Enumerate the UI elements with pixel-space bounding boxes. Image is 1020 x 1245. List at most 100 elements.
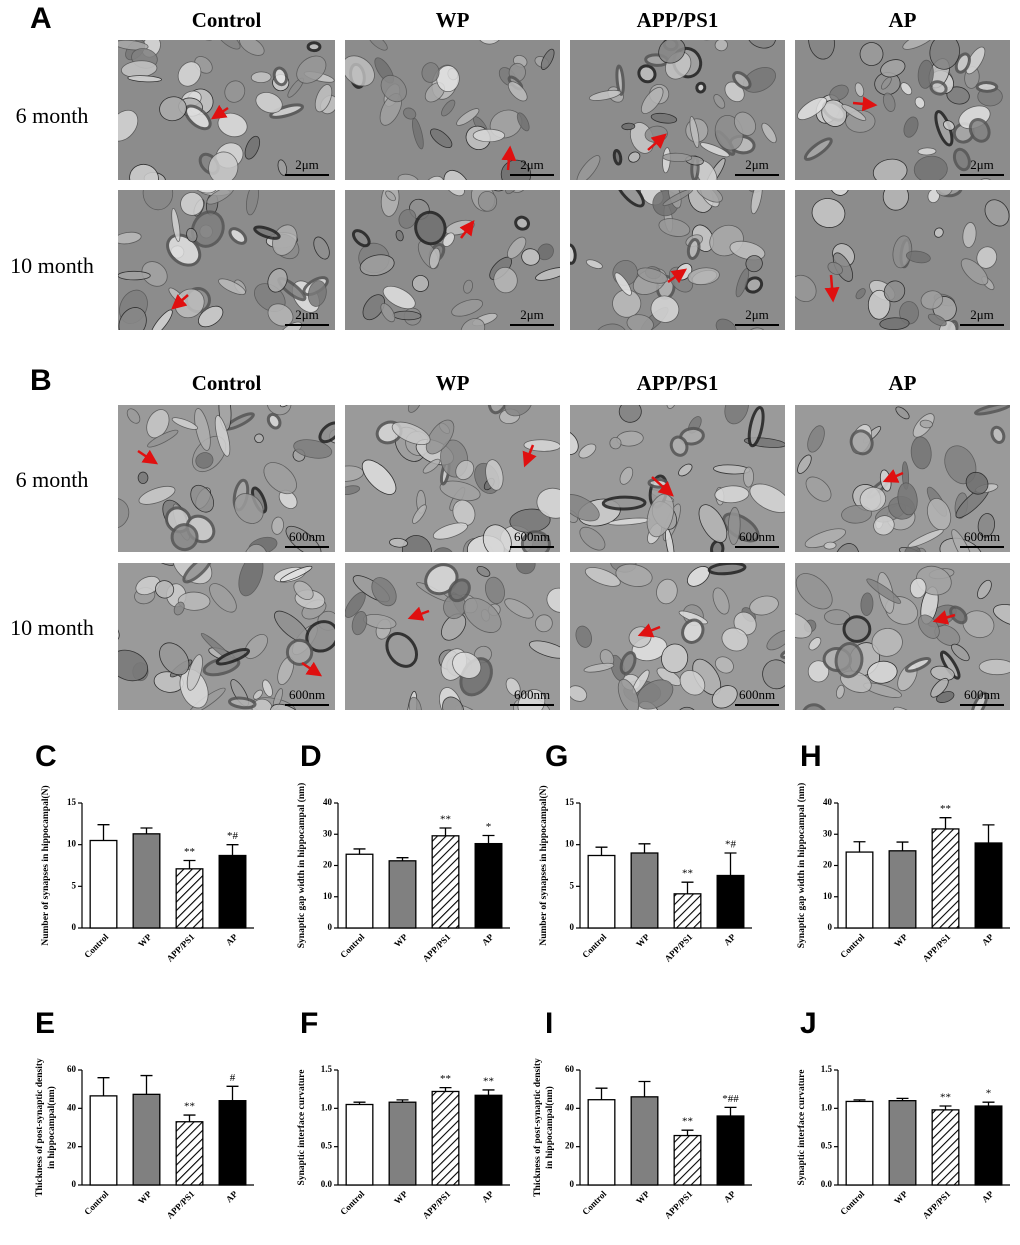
organelle	[293, 439, 333, 459]
organelle	[267, 303, 294, 327]
organelle	[618, 405, 642, 423]
organelle	[780, 645, 785, 659]
bar	[630, 852, 659, 929]
organelle	[477, 191, 498, 212]
organelle	[502, 0, 520, 26]
bar	[673, 1134, 702, 1186]
scale-bar-label: 2μm	[745, 307, 769, 322]
organelle	[795, 274, 817, 303]
micrograph: 600nm	[570, 405, 785, 552]
bar	[888, 850, 917, 929]
x-tick-label: WP	[892, 931, 910, 949]
organelle	[919, 419, 933, 429]
organelle	[495, 23, 523, 39]
x-tick-label: WP	[136, 1188, 154, 1206]
arrow	[637, 623, 661, 638]
x-tick-label: Control	[82, 931, 111, 960]
organelle	[467, 0, 500, 28]
bar	[474, 1094, 503, 1186]
texture	[118, 190, 335, 365]
organelle	[882, 92, 896, 112]
error-bar	[638, 1080, 651, 1097]
bar	[974, 842, 1003, 929]
organelle	[285, 525, 322, 552]
organelle	[540, 48, 555, 70]
micrograph: 600nm	[345, 563, 560, 738]
y-tick-label: 60	[565, 1064, 575, 1074]
micrograph: 600nm	[118, 563, 335, 710]
organelle	[504, 598, 534, 619]
panel-letter: J	[800, 1007, 817, 1040]
y-tick-label: 10	[565, 839, 575, 849]
organelle	[218, 278, 246, 295]
organelle	[749, 483, 785, 513]
error-bar	[226, 844, 239, 856]
organelle	[504, 405, 533, 417]
organelle	[895, 406, 910, 420]
micrograph: 2μm	[795, 190, 1010, 330]
organelle	[584, 567, 621, 587]
y-tick-label: 0.0	[821, 1179, 833, 1189]
organelle	[463, 279, 474, 294]
organelle	[138, 485, 176, 505]
organelle	[243, 543, 269, 552]
bar	[89, 1095, 118, 1186]
organelle	[975, 178, 1000, 180]
organelle	[173, 601, 185, 616]
texture	[118, 563, 335, 710]
organelle	[224, 80, 246, 103]
organelle	[861, 0, 883, 19]
y-tick-label: 5	[72, 880, 77, 890]
organelle	[147, 429, 179, 448]
organelle	[452, 651, 482, 679]
organelle	[254, 433, 264, 444]
organelle	[800, 703, 830, 710]
organelle	[351, 229, 371, 248]
x-tick-label: APP/PS1	[421, 931, 453, 963]
organelle	[699, 142, 730, 158]
organelle	[517, 689, 546, 710]
error-bar	[724, 1106, 737, 1116]
bar	[388, 1101, 417, 1186]
organelle	[609, 437, 622, 450]
organelle	[579, 526, 606, 551]
organelle	[619, 651, 637, 675]
scale-bar-label: 2μm	[745, 157, 769, 172]
error-bar	[896, 1097, 909, 1101]
organelle	[827, 261, 843, 275]
organelle	[841, 505, 872, 524]
x-tick-label: APP/PS1	[165, 931, 197, 963]
error-bar	[482, 834, 495, 844]
organelle	[976, 246, 998, 269]
bar	[132, 1093, 161, 1186]
organelle	[214, 415, 231, 457]
organelle	[392, 708, 421, 738]
x-tick-label: Control	[580, 931, 609, 960]
organelle	[883, 280, 906, 303]
organelle	[535, 614, 553, 633]
organelle	[439, 480, 481, 502]
scale-bar-label: 2μm	[970, 157, 994, 172]
organelle	[849, 429, 874, 456]
organelle	[689, 116, 700, 149]
panel-letter: F	[300, 1007, 318, 1040]
organelle	[351, 611, 368, 636]
organelle	[637, 64, 657, 84]
organelle	[714, 485, 750, 504]
column-header: Control	[192, 8, 262, 32]
error-bar	[939, 1105, 952, 1110]
organelle	[666, 405, 677, 409]
organelle	[807, 425, 825, 453]
organelle	[129, 163, 159, 180]
scale-bar-label: 600nm	[514, 529, 550, 544]
organelle	[621, 122, 636, 131]
organelle	[882, 190, 909, 211]
organelle	[238, 352, 256, 365]
organelle	[412, 504, 427, 524]
significance: **	[184, 1101, 195, 1113]
organelle	[750, 190, 763, 215]
x-tick-label: WP	[634, 931, 652, 949]
organelle	[394, 379, 410, 397]
organelle	[974, 405, 1010, 416]
organelle	[457, 332, 477, 354]
